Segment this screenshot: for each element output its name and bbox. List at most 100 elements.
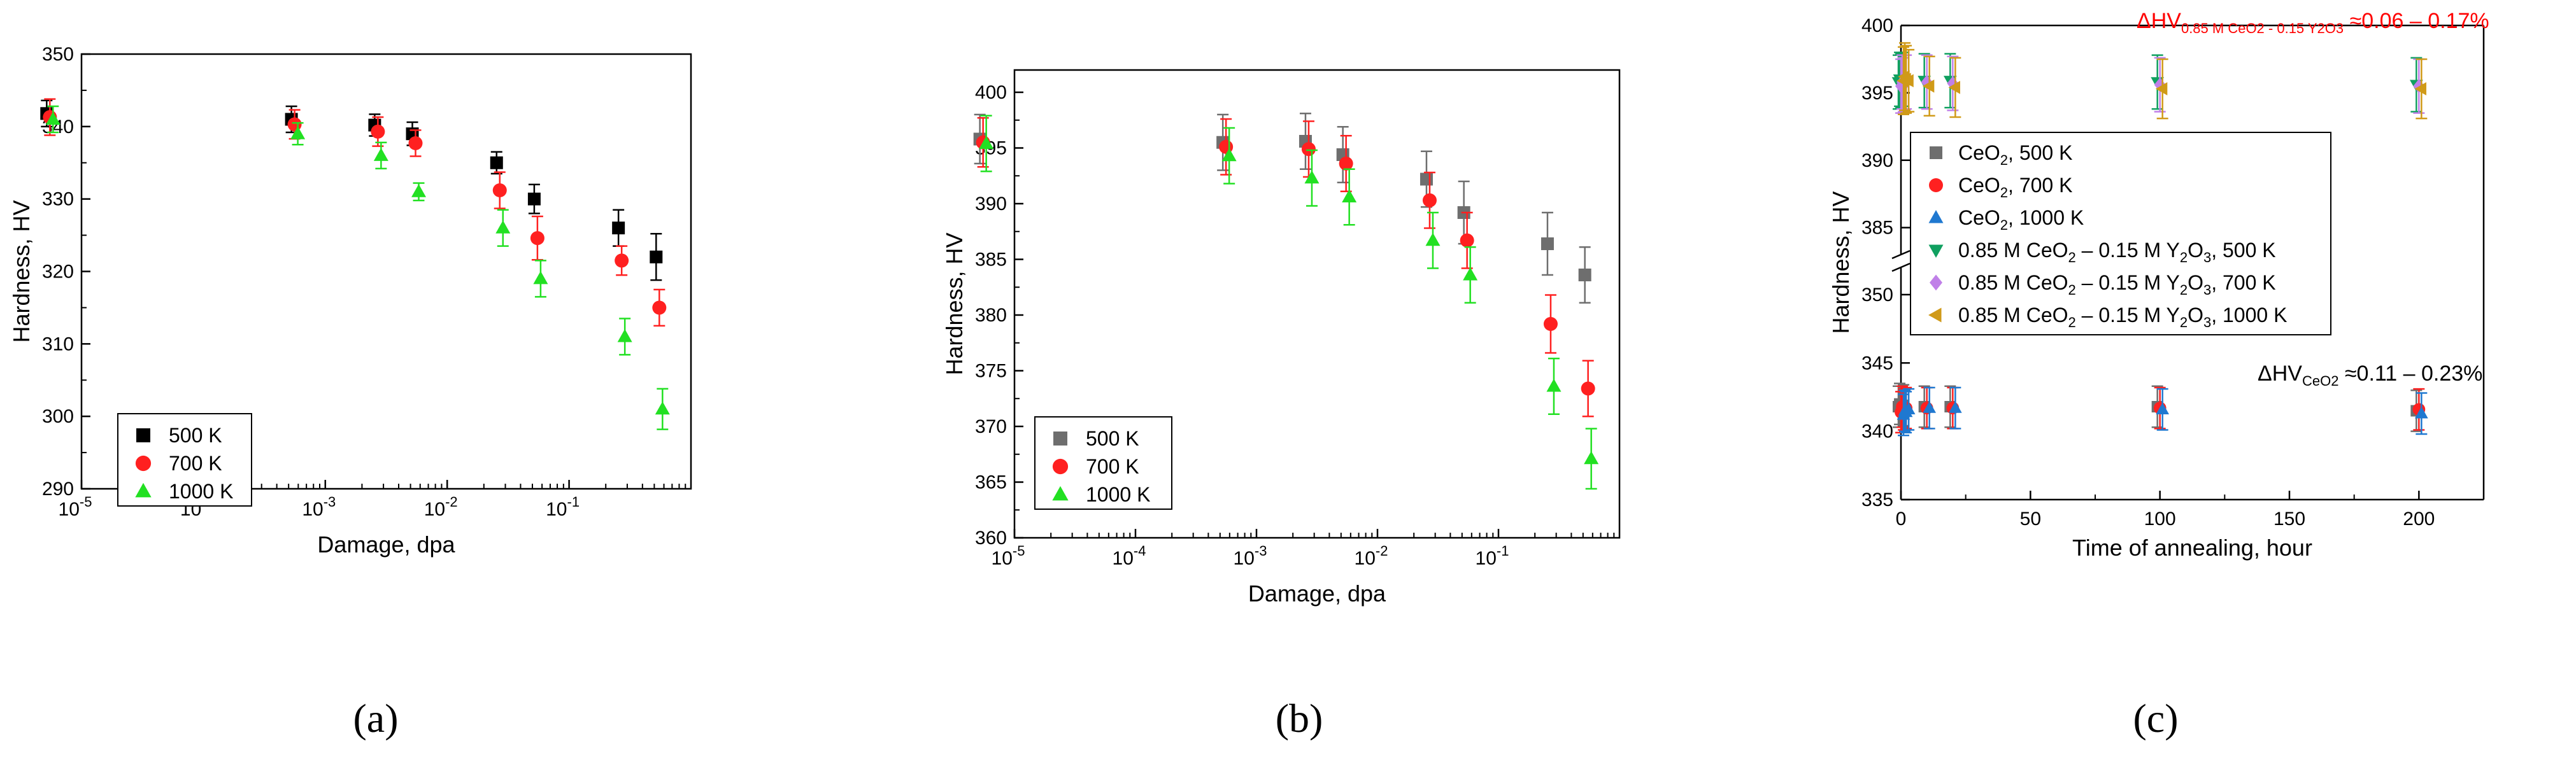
panel-a-ylabel: Hardness, HV bbox=[8, 200, 34, 342]
panel-c-xtick-label: 150 bbox=[2274, 509, 2305, 530]
panel-c-point bbox=[1948, 81, 1960, 94]
panel-c-series-4 bbox=[1895, 54, 2425, 114]
panel-b-xtick-base: 10 bbox=[1113, 548, 1134, 569]
panel-c-point bbox=[2155, 82, 2168, 95]
panel-c-axis-break-mark bbox=[1891, 262, 1911, 272]
legend-subscript: 2 bbox=[2068, 314, 2076, 330]
panel-b-series-1 bbox=[976, 117, 1595, 418]
panel-c-legend-label: 0.85 M CeO2 – 0.15 M Y2O3, 500 K bbox=[1958, 239, 2276, 265]
panel-b-point bbox=[1578, 269, 1591, 281]
legend-subscript: 2 bbox=[2000, 185, 2008, 200]
legend-subscript: 2 bbox=[2068, 282, 2076, 298]
panel-c-xtick-label: 100 bbox=[2144, 509, 2176, 530]
panel-a-point bbox=[411, 184, 427, 197]
legend-text-part: 0.85 M CeO bbox=[1958, 239, 2068, 262]
legend-subscript: 2 bbox=[2000, 152, 2008, 168]
panel-c-xtick-label: 50 bbox=[2020, 509, 2041, 530]
panel-c-legend-marker bbox=[1930, 274, 1942, 291]
panel-c-legend-label: 0.85 M CeO2 – 0.15 M Y2O3, 700 K bbox=[1958, 271, 2276, 298]
panel-a-xtick-base: 10 bbox=[59, 499, 80, 520]
panel-b-point bbox=[1342, 189, 1357, 202]
legend-text-part: O bbox=[2188, 304, 2203, 326]
panel-c-ylabel: Hardness, HV bbox=[1828, 191, 1854, 333]
panel-a-xtick-label: 10-5 bbox=[59, 494, 92, 520]
panel-b-point bbox=[1581, 381, 1595, 396]
legend-text-part: 0.85 M CeO bbox=[1958, 271, 2068, 294]
panel-b-xtick-label: 10-1 bbox=[1476, 543, 1509, 569]
panel-a-point bbox=[408, 136, 423, 151]
legend-text-part: , 700 K bbox=[2008, 174, 2072, 197]
panel-b-point bbox=[1420, 172, 1433, 186]
panel-b-chart: 36036537037538038539039540010-510-410-31… bbox=[941, 69, 1621, 607]
panel-a-xlabel: Damage, dpa bbox=[317, 531, 455, 558]
legend-text-part: – 0.15 M Y bbox=[2076, 304, 2180, 326]
panel-a-chart: 29030031032033034035010-510-410-310-210-… bbox=[8, 44, 692, 558]
annotation-subscript: CeO2 bbox=[2302, 373, 2338, 389]
panel-a-series-2 bbox=[45, 105, 670, 430]
panel-c-xlabel: Time of annealing, hour bbox=[2072, 535, 2312, 561]
panel-c-xtick-label: 0 bbox=[1896, 509, 1907, 530]
panel-a-point bbox=[495, 220, 511, 234]
panel-a-legend-label: 1000 K bbox=[169, 480, 233, 503]
panel-a-point bbox=[492, 183, 507, 198]
legend-text-part: , 700 K bbox=[2211, 271, 2275, 294]
panel-b-point bbox=[1463, 267, 1478, 281]
panel-b-xtick-label: 10-3 bbox=[1234, 543, 1267, 569]
annotation-value: ≈0.11 – 0.23% bbox=[2338, 361, 2482, 386]
panel-b-legend-label: 700 K bbox=[1086, 455, 1139, 478]
panel-a-ytick-label: 330 bbox=[42, 189, 74, 210]
panel-a-point bbox=[490, 156, 503, 169]
panel-a-point bbox=[527, 192, 541, 206]
panel-a-xtick-label: 10-2 bbox=[424, 494, 458, 520]
panel-c-ytick-label: 340 bbox=[1861, 421, 1893, 442]
panel-b-ytick-label: 360 bbox=[975, 528, 1007, 549]
panel-c-legend-marker bbox=[1928, 210, 1944, 223]
panel-a-legend: 500 K 700 K 1000 K bbox=[117, 413, 252, 507]
panel-b-xtick-exp: -3 bbox=[1255, 543, 1267, 559]
panel-b-point bbox=[1541, 237, 1554, 250]
panel-c-series-2 bbox=[1896, 386, 2428, 437]
panel-c-legend-label: CeO2, 1000 K bbox=[1958, 206, 2084, 233]
panel-c-legend-box bbox=[1910, 132, 2331, 335]
panel-a-legend-label: 700 K bbox=[169, 452, 222, 475]
panel-c-point bbox=[2414, 82, 2426, 95]
panel-b-point bbox=[1546, 379, 1562, 392]
panel-a-xtick-base: 10 bbox=[424, 499, 445, 520]
legend-subscript: 3 bbox=[2203, 282, 2211, 298]
panel-a-xtick-base: 10 bbox=[546, 499, 567, 520]
panel-a-series-1 bbox=[43, 98, 667, 327]
panel-b-xtick-base: 10 bbox=[992, 548, 1013, 569]
panel-a-label: (a) bbox=[353, 696, 398, 741]
panel-c-ytick-label: 335 bbox=[1861, 489, 1893, 510]
legend-text-part: , 1000 K bbox=[2211, 304, 2287, 326]
panel-a-point bbox=[615, 253, 629, 268]
panel-a-ytick-label: 350 bbox=[42, 44, 74, 65]
panel-c-ytick-label: 400 bbox=[1861, 15, 1893, 36]
panel-a-point bbox=[533, 270, 548, 284]
panel-a-ytick-label: 320 bbox=[42, 262, 74, 283]
panel-a-point bbox=[371, 124, 385, 139]
panel-b-xtick-label: 10-2 bbox=[1355, 543, 1388, 569]
legend-subscript: 3 bbox=[2203, 249, 2211, 265]
panel-b-ytick-label: 390 bbox=[975, 193, 1007, 214]
panel-b-xtick-exp: -2 bbox=[1376, 543, 1388, 559]
panel-b-xlabel: Damage, dpa bbox=[1248, 580, 1386, 607]
panel-a-xtick-base: 10 bbox=[302, 499, 323, 520]
panel-b-legend-marker bbox=[1052, 486, 1069, 501]
panel-c-point bbox=[2156, 402, 2170, 414]
panel-a-point bbox=[652, 300, 667, 315]
panel-a-xtick-exp: -1 bbox=[567, 494, 580, 510]
legend-subscript: 3 bbox=[2203, 314, 2211, 330]
panel-c-ytick-label: 345 bbox=[1861, 353, 1893, 374]
panel-b-xtick-label: 10-4 bbox=[1113, 543, 1146, 569]
panel-c-point bbox=[1923, 401, 1937, 413]
panel-c-xtick-label: 200 bbox=[2403, 509, 2435, 530]
annotation-prefix: ΔHV bbox=[2258, 361, 2302, 386]
panel-a-point bbox=[530, 231, 544, 246]
panel-b-point bbox=[1301, 142, 1316, 157]
panel-b-point bbox=[1339, 157, 1353, 171]
panel-c-legend-label: CeO2, 700 K bbox=[1958, 174, 2072, 200]
panel-a-point bbox=[45, 111, 60, 125]
panel-c-legend-marker bbox=[1930, 146, 1942, 159]
panel-c-point bbox=[1948, 401, 1962, 413]
